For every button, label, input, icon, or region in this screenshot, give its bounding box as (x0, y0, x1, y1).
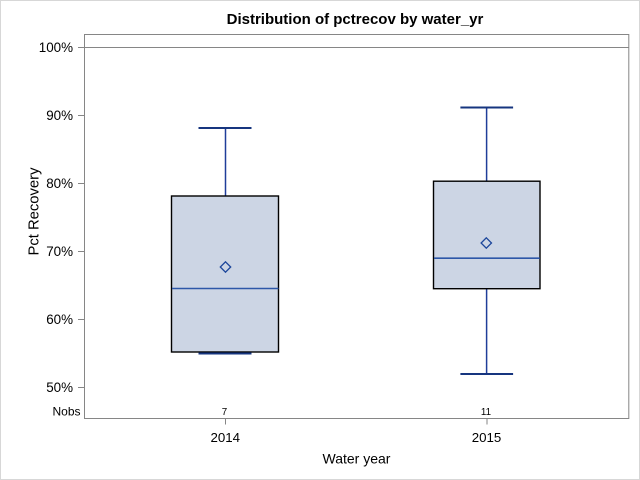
svg-text:70%: 70% (46, 244, 73, 259)
svg-text:60%: 60% (46, 312, 73, 327)
svg-text:Pct Recovery: Pct Recovery (27, 167, 43, 256)
svg-text:80%: 80% (46, 176, 73, 191)
svg-text:50%: 50% (46, 380, 73, 395)
svg-text:100%: 100% (39, 40, 73, 55)
svg-text:11: 11 (481, 407, 491, 418)
svg-text:Water year: Water year (323, 450, 391, 466)
svg-text:Nobs: Nobs (52, 405, 80, 419)
svg-text:2014: 2014 (211, 430, 241, 445)
svg-text:7: 7 (222, 407, 227, 418)
svg-text:90%: 90% (46, 108, 73, 123)
svg-text:2015: 2015 (472, 430, 502, 445)
svg-text:Distribution of pctrecov by wa: Distribution of pctrecov by water_yr (227, 11, 484, 28)
